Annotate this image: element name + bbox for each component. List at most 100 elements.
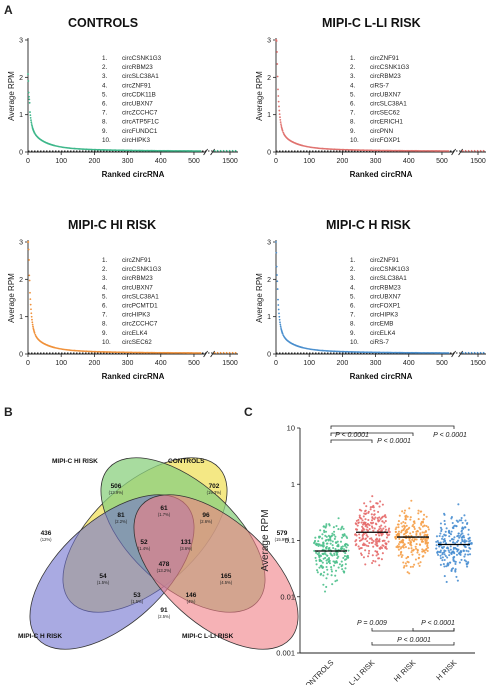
rank-point — [361, 351, 364, 354]
rank-point — [279, 118, 282, 121]
rank-point — [310, 348, 313, 351]
rank-point — [29, 114, 32, 117]
rank-point — [70, 349, 73, 352]
rank-point — [415, 149, 418, 152]
rank-point — [368, 351, 370, 354]
rank-point — [149, 351, 152, 354]
top10-circrna: circCSNK1G3 — [370, 64, 410, 71]
rank-point — [308, 348, 311, 350]
rank-point — [379, 351, 382, 354]
rank-point — [413, 149, 415, 152]
rank-point — [338, 350, 341, 353]
rank-point — [89, 350, 92, 353]
rank-point — [344, 148, 346, 151]
rank-point — [130, 351, 133, 354]
data-point — [413, 522, 416, 525]
data-point — [381, 503, 384, 506]
rank-point — [415, 351, 418, 354]
rank-point — [234, 351, 237, 354]
rank-point — [94, 148, 97, 151]
p-value-label: P = 0.009 — [357, 620, 387, 627]
top10-rank-number: 8. — [102, 119, 108, 126]
data-point — [325, 542, 328, 545]
rank-point — [102, 149, 105, 151]
data-point — [323, 571, 326, 574]
data-point — [365, 534, 368, 537]
data-point — [322, 541, 325, 544]
data-point — [397, 530, 400, 533]
data-point — [334, 547, 337, 551]
rank-point — [137, 149, 140, 152]
rank-point — [139, 351, 142, 354]
rank-point — [131, 351, 134, 354]
data-point — [366, 535, 369, 538]
rank-point — [383, 149, 386, 152]
top10-rank-number: 3. — [102, 275, 108, 282]
x-axis-label: Ranked circRNA — [102, 170, 165, 179]
rank-point — [60, 348, 63, 350]
venn-region-percent: (15.9%) — [275, 537, 290, 542]
data-point — [332, 564, 336, 567]
rank-point — [368, 149, 370, 152]
rank-point — [394, 149, 397, 152]
top10-rank-number: 10. — [102, 339, 111, 346]
p-value-label: P < 0.0001 — [397, 637, 431, 644]
data-point — [467, 550, 470, 553]
top10-circrna: circCSNK1G3 — [370, 266, 410, 273]
venn-label-controls: CONTROLS — [168, 458, 205, 465]
rank-point — [402, 351, 405, 354]
rank-point — [177, 149, 179, 152]
rank-point — [141, 351, 144, 354]
data-point — [438, 545, 441, 548]
data-point — [317, 540, 320, 543]
data-point — [319, 529, 322, 532]
data-point — [456, 579, 459, 582]
top10-circrna: circSLC38A1 — [370, 275, 407, 282]
top10-rank-number: 3. — [350, 275, 356, 282]
panel-label-c: C — [244, 405, 253, 419]
rank-point — [446, 352, 449, 354]
rank-point — [128, 351, 130, 354]
rank-point — [402, 149, 405, 152]
data-point — [444, 554, 447, 558]
x-tick-label: 0 — [26, 158, 30, 165]
data-point — [318, 535, 322, 538]
rank-point — [158, 351, 161, 354]
rank-point — [377, 149, 380, 152]
data-point — [439, 549, 442, 552]
data-point — [406, 515, 409, 518]
rank-point — [341, 148, 344, 151]
data-point — [378, 547, 381, 550]
data-point — [340, 548, 343, 551]
data-point — [382, 544, 385, 547]
data-point — [324, 534, 327, 537]
rank-point — [143, 149, 146, 152]
rank-point — [151, 149, 154, 152]
rank-point — [161, 351, 163, 354]
rank-point — [275, 265, 278, 268]
x-tick-label: 300 — [370, 158, 382, 165]
axis-break-mark — [210, 148, 215, 156]
rank-point — [386, 351, 389, 354]
data-point — [444, 530, 447, 533]
data-point — [381, 520, 384, 523]
rank-point — [97, 350, 100, 353]
data-point — [344, 542, 347, 545]
rank-point — [470, 149, 473, 152]
data-point — [322, 557, 325, 560]
rank-point — [177, 351, 179, 354]
rank-point — [29, 116, 32, 119]
rank-point — [73, 349, 76, 352]
rank-point — [171, 351, 174, 354]
rank-point — [378, 351, 381, 354]
data-point — [410, 499, 413, 502]
data-point — [443, 575, 446, 578]
rank-point — [348, 148, 350, 151]
data-point — [383, 521, 386, 524]
venn-region-count: 96 — [202, 512, 210, 519]
data-point — [415, 543, 418, 546]
data-point — [400, 522, 403, 525]
rank-point — [421, 149, 423, 152]
rank-point — [352, 351, 354, 353]
rank-point — [411, 351, 414, 354]
